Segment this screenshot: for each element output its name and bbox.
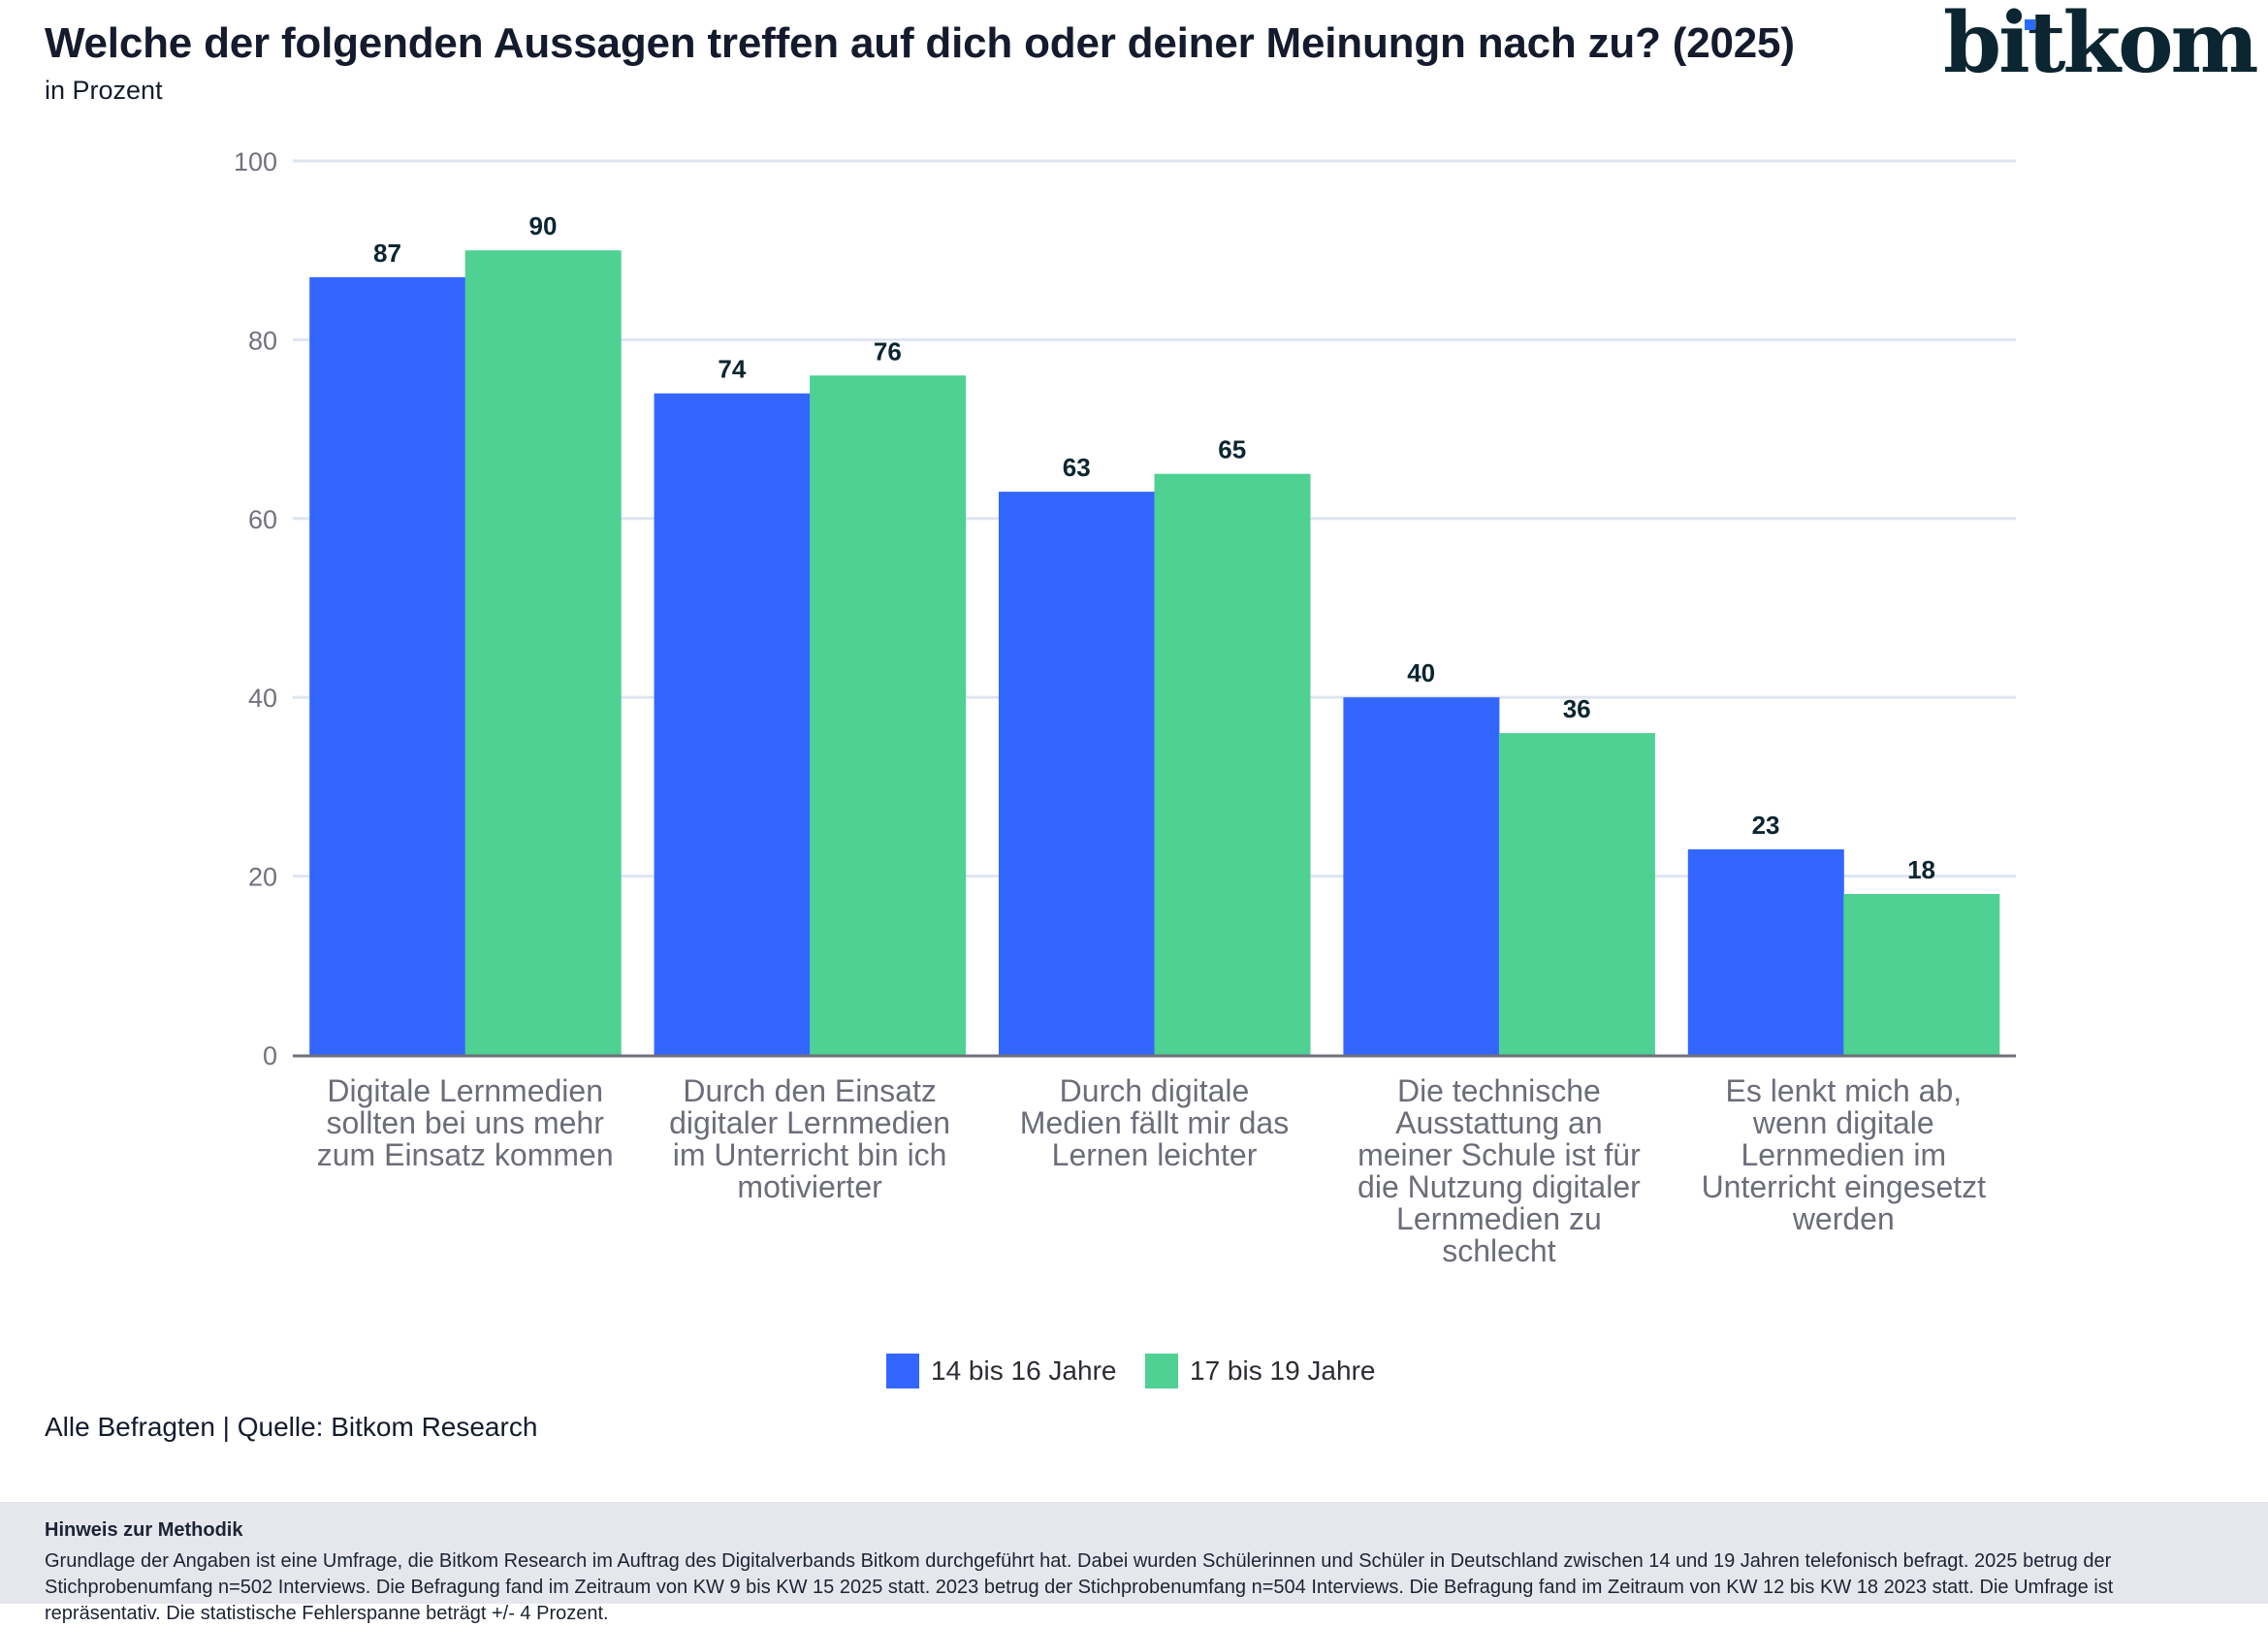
y-tick-label-80: 80 (248, 326, 277, 355)
x-axis-label-line: werden (1792, 1201, 1895, 1236)
y-tick-label-100: 100 (234, 147, 277, 176)
y-tick-label-0: 0 (263, 1041, 277, 1070)
bar-17-19-cat2[interactable] (810, 375, 967, 1055)
value-label-14-16-cat2: 74 (718, 355, 746, 384)
x-axis-label-cat5: Es lenkt mich ab, wenn digitale Lernmedien… (1702, 1073, 1987, 1236)
bitkom-logo: bitkom (1943, 2, 2258, 85)
x-axis-label-line: Die technische (1397, 1073, 1601, 1108)
bar-17-19-cat4[interactable] (1498, 733, 1655, 1055)
bar-14-16-cat3[interactable] (999, 492, 1155, 1055)
value-label-14-16-cat3: 63 (1063, 453, 1091, 482)
x-axis-label-line: Durch digitale (1060, 1073, 1250, 1108)
x-axis-label-line: meiner Schule ist für (1358, 1137, 1641, 1172)
bars (309, 250, 2000, 1056)
x-axis-label-line: Durch den Einsatz (683, 1073, 936, 1108)
value-label-17-19-cat4: 36 (1563, 694, 1591, 723)
x-axis-label-line: Digitale Lernmedien (327, 1073, 603, 1108)
value-label-14-16-cat5: 23 (1752, 811, 1780, 840)
y-tick-label-20: 20 (248, 863, 277, 892)
bar-17-19-cat5[interactable] (1843, 894, 2000, 1055)
x-axis-label-cat4: Die technische Ausstattung an meiner Schul… (1358, 1073, 1641, 1268)
methodology-box: Hinweis zur Methodik Grundlage der Angab… (0, 1502, 2268, 1624)
bar-chart: 0 20 40 60 80 100 87 74 63 40 23 90 76 65 36 18 Digita… (234, 147, 2016, 1268)
x-axis-label-line: Lernen leichter (1052, 1137, 1258, 1172)
logo-text: bitkom (1943, 0, 2258, 92)
bar-17-19-cat1[interactable] (464, 250, 622, 1055)
value-labels: 87 74 63 40 23 90 76 65 36 18 (373, 211, 1935, 884)
value-label-17-19-cat1: 90 (528, 211, 557, 240)
legend-swatch-17-19 (1145, 1354, 1178, 1388)
y-axis-ticks: 0 20 40 60 80 100 (234, 147, 277, 1070)
x-axis-label-line: Ausstattung an (1395, 1105, 1602, 1140)
methodology-text: Grundlage der Angaben ist eine Umfrage, … (45, 1550, 2114, 1624)
x-axis-labels: Digitale Lernmedien sollten bei uns mehr z… (317, 1073, 1986, 1268)
x-axis-label-line: die Nutzung digitaler (1358, 1169, 1641, 1204)
value-label-17-19-cat3: 65 (1218, 435, 1246, 464)
x-axis-label-line: wenn digitale (1752, 1105, 1934, 1140)
legend: 14 bis 16 Jahre 17 bis 19 Jahre (0, 1354, 2268, 1392)
x-axis-label-cat1: Digitale Lernmedien sollten bei uns mehr z… (317, 1073, 614, 1172)
chart-title: Welche der folgenden Aussagen treffen au… (45, 19, 1795, 67)
bar-14-16-cat2[interactable] (654, 393, 811, 1056)
bar-17-19-cat3[interactable] (1154, 473, 1311, 1055)
value-label-14-16-cat4: 40 (1407, 658, 1435, 687)
x-axis-label-line: im Unterricht bin ich (673, 1137, 947, 1172)
chart-subtitle: in Prozent (45, 76, 163, 105)
legend-swatch-14-16 (886, 1354, 919, 1388)
logo-dot (2025, 19, 2035, 30)
y-tick-label-60: 60 (248, 505, 277, 534)
bar-14-16-cat5[interactable] (1687, 848, 1844, 1055)
x-axis-label-line: Lernmedien im (1741, 1137, 1946, 1172)
value-label-17-19-cat5: 18 (1907, 855, 1935, 884)
x-axis-label-line: Unterricht eingesetzt (1702, 1169, 1987, 1204)
legend-label-14-16: 14 bis 16 Jahre (931, 1356, 1117, 1386)
x-axis-label-line: schlecht (1442, 1233, 1556, 1268)
legend-label-17-19: 17 bis 19 Jahre (1190, 1356, 1376, 1386)
x-axis-label-line: zum Einsatz kommen (317, 1137, 614, 1172)
value-label-17-19-cat2: 76 (874, 336, 902, 366)
x-axis-label-line: digitaler Lernmedien (669, 1105, 950, 1140)
x-axis-label-line: Lernmedien zu (1396, 1201, 1602, 1236)
source-note: Alle Befragten | Quelle: Bitkom Research (45, 1412, 538, 1442)
x-axis-label-cat2: Durch den Einsatz digitaler Lernmedien im … (669, 1073, 950, 1204)
x-axis-label-line: Medien fällt mir das (1020, 1105, 1289, 1140)
legend-item-14-16[interactable]: 14 bis 16 Jahre (886, 1354, 1116, 1388)
legend-item-17-19[interactable]: 17 bis 19 Jahre (1145, 1354, 1375, 1388)
x-axis-label-cat3: Durch digitale Medien fällt mir das Lernen… (1020, 1073, 1289, 1172)
x-axis-label-line: Es lenkt mich ab, (1725, 1073, 1962, 1108)
x-axis-label-line: sollten bei uns mehr (327, 1105, 605, 1140)
value-label-14-16-cat1: 87 (373, 239, 401, 268)
methodology-title: Hinweis zur Methodik (45, 1519, 243, 1541)
bar-14-16-cat1[interactable] (309, 276, 466, 1055)
y-tick-label-40: 40 (248, 684, 277, 713)
x-axis-label-line: motivierter (737, 1169, 882, 1204)
bar-14-16-cat4[interactable] (1343, 697, 1500, 1055)
